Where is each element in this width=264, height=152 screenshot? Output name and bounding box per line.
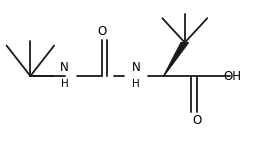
Text: O: O — [192, 114, 201, 127]
Text: O: O — [97, 25, 106, 38]
Text: OH: OH — [223, 69, 241, 83]
Text: H: H — [61, 79, 69, 89]
Text: H: H — [132, 79, 140, 89]
Polygon shape — [164, 43, 188, 76]
Text: N: N — [131, 61, 140, 74]
Text: N: N — [60, 61, 69, 74]
